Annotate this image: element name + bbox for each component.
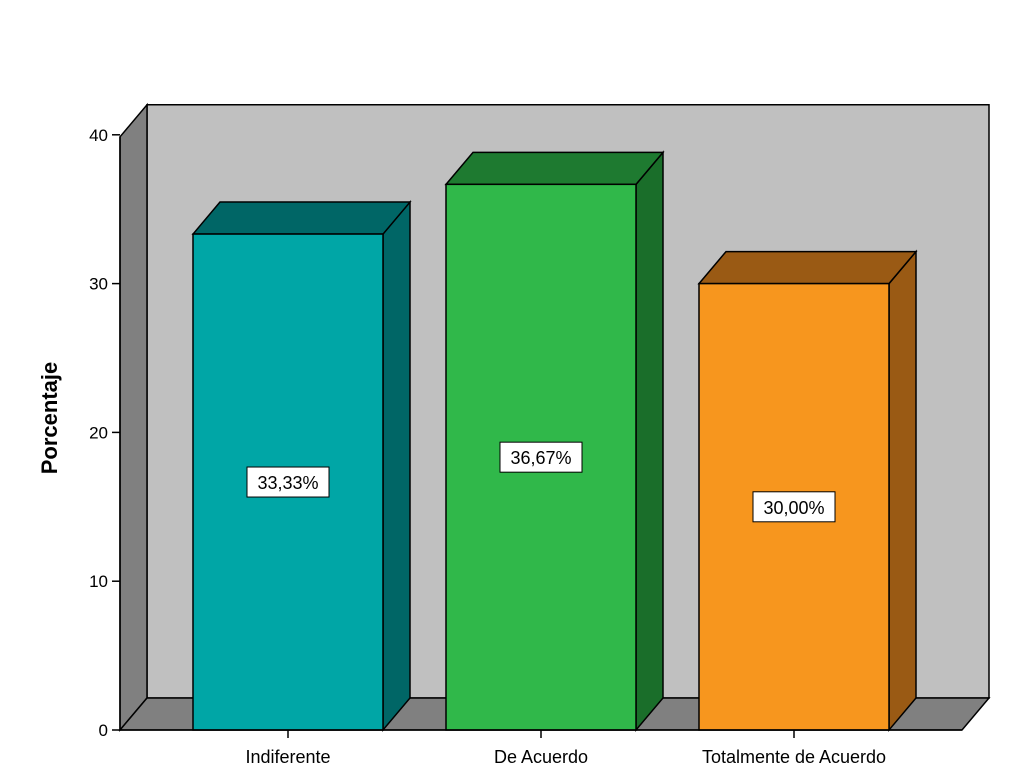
y-axis: 0 10 20 30 40 — [89, 126, 121, 740]
data-label-box — [499, 441, 583, 473]
bar-top — [191, 201, 412, 235]
data-label: 36,67% — [499, 441, 583, 473]
x-tick-label: Totalmente de Acuerdo — [702, 747, 886, 767]
bar-top — [444, 151, 665, 186]
bar-2: 36,67% — [444, 150, 665, 733]
data-label: 30,00% — [752, 491, 836, 523]
data-label-text: 33,33% — [257, 473, 318, 493]
x-tick-label: De Acuerdo — [494, 747, 588, 767]
y-tick-label: 40 — [89, 126, 108, 145]
bar-side — [888, 249, 917, 733]
bar-3: 30,00% — [697, 249, 918, 733]
data-label-box — [246, 466, 330, 498]
bar-1: 33,33% — [191, 199, 412, 733]
bar-side — [635, 150, 664, 733]
y-tick-label: 30 — [89, 275, 108, 294]
x-axis: Indiferente De Acuerdo Totalmente de Acuer… — [120, 729, 962, 767]
side-wall — [119, 102, 148, 733]
bar-top — [697, 250, 918, 285]
y-tick-label: 0 — [99, 721, 108, 740]
data-label: 33,33% — [246, 466, 330, 498]
bar-side — [382, 199, 411, 733]
x-tick-label: Indiferente — [245, 747, 330, 767]
data-label-text: 36,67% — [510, 448, 571, 468]
y-tick-label: 10 — [89, 572, 108, 591]
y-axis-title: Porcentaje — [37, 362, 62, 475]
bars: 33,33% 36,67% 30,00% — [191, 150, 918, 733]
y-tick-label: 20 — [89, 423, 108, 442]
data-label-text: 30,00% — [763, 498, 824, 518]
data-label-box — [752, 491, 836, 523]
